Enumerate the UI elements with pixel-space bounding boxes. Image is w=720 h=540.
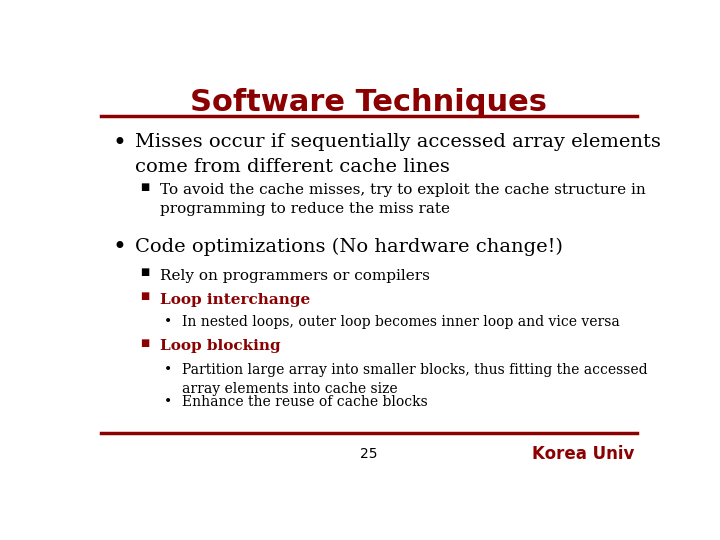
Text: Korea Univ: Korea Univ [531, 444, 634, 463]
Text: Loop interchange: Loop interchange [160, 293, 310, 307]
Text: In nested loops, outer loop becomes inner loop and vice versa: In nested loops, outer loop becomes inne… [182, 315, 620, 329]
Text: ■: ■ [140, 291, 150, 301]
Text: •: • [163, 362, 172, 376]
Text: 25: 25 [360, 447, 378, 461]
Text: Misses occur if sequentially accessed array elements
come from different cache l: Misses occur if sequentially accessed ar… [135, 133, 660, 176]
Text: To avoid the cache misses, try to exploit the cache structure in
programming to : To avoid the cache misses, try to exploi… [160, 183, 646, 215]
Text: Software Techniques: Software Techniques [191, 87, 547, 117]
Text: •: • [163, 394, 172, 408]
Text: •: • [163, 314, 172, 328]
Text: ■: ■ [140, 181, 150, 192]
Text: •: • [112, 235, 126, 259]
Text: •: • [112, 131, 126, 156]
Text: Enhance the reuse of cache blocks: Enhance the reuse of cache blocks [182, 395, 428, 409]
Text: Rely on programmers or compilers: Rely on programmers or compilers [160, 268, 430, 282]
Text: ■: ■ [140, 338, 150, 348]
Text: ■: ■ [140, 267, 150, 277]
Text: Partition large array into smaller blocks, thus fitting the accessed
array eleme: Partition large array into smaller block… [182, 363, 648, 396]
Text: Loop blocking: Loop blocking [160, 339, 280, 353]
Text: Code optimizations (No hardware change!): Code optimizations (No hardware change!) [135, 238, 562, 255]
